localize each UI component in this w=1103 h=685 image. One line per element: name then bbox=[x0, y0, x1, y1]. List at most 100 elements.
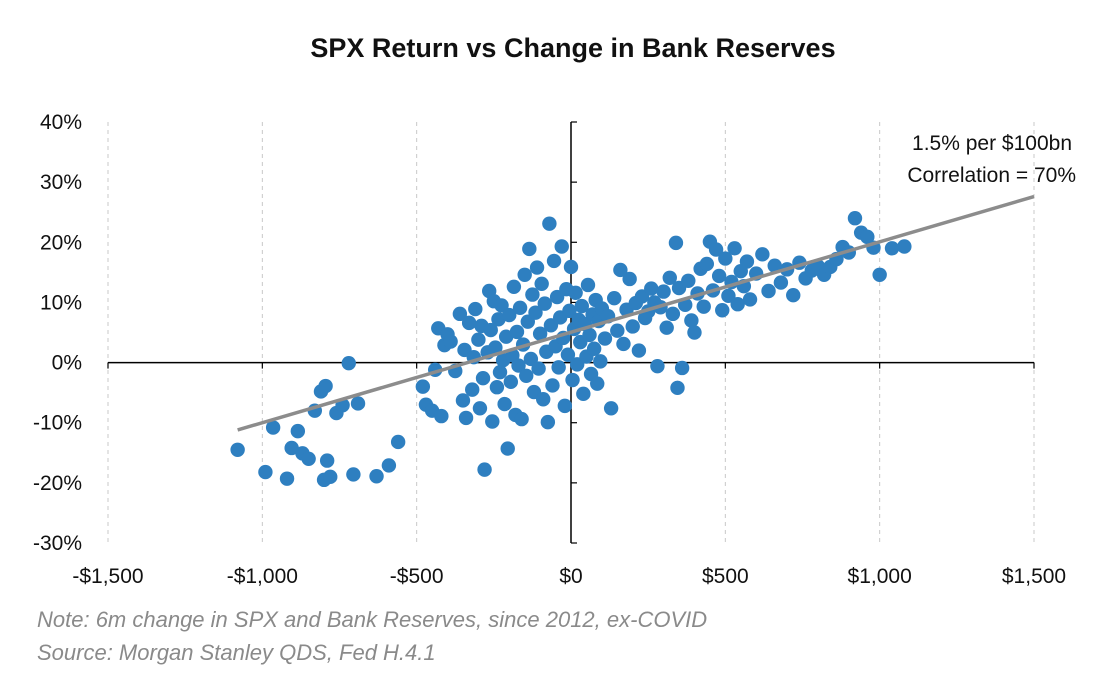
data-point bbox=[301, 451, 316, 466]
data-point bbox=[603, 401, 619, 416]
source-text: Source: Morgan Stanley QDS, Fed H.4.1 bbox=[37, 640, 436, 665]
data-point bbox=[542, 216, 557, 231]
data-point bbox=[739, 254, 755, 269]
data-point bbox=[761, 283, 776, 299]
data-point bbox=[536, 392, 551, 407]
data-point bbox=[290, 423, 306, 439]
data-point bbox=[523, 351, 539, 367]
data-point bbox=[897, 239, 912, 254]
data-point bbox=[461, 315, 477, 331]
data-point bbox=[509, 324, 525, 340]
data-point bbox=[494, 298, 509, 313]
data-point bbox=[742, 292, 758, 307]
y-tick-label: 30% bbox=[40, 171, 82, 194]
data-point bbox=[551, 360, 566, 375]
data-point bbox=[522, 241, 537, 257]
data-point bbox=[434, 408, 449, 424]
data-point bbox=[514, 411, 529, 427]
data-point bbox=[847, 211, 863, 226]
chart-title: SPX Return vs Change in Bank Reserves bbox=[310, 33, 835, 63]
data-point bbox=[593, 354, 608, 369]
data-point bbox=[477, 462, 492, 477]
y-tick-label: 0% bbox=[52, 352, 82, 375]
data-point bbox=[512, 300, 528, 316]
data-point bbox=[531, 361, 546, 376]
x-tick-label: $500 bbox=[702, 565, 749, 588]
data-point bbox=[529, 260, 545, 275]
x-tick-label: -$1,000 bbox=[227, 565, 298, 588]
data-point bbox=[346, 467, 361, 482]
data-point bbox=[554, 239, 569, 254]
data-point bbox=[502, 307, 517, 323]
data-point bbox=[786, 288, 801, 303]
data-point bbox=[574, 298, 590, 314]
data-point bbox=[498, 329, 514, 344]
data-point bbox=[415, 379, 431, 394]
data-point bbox=[390, 434, 406, 450]
data-point bbox=[884, 241, 900, 256]
data-point bbox=[860, 229, 875, 245]
data-point bbox=[465, 382, 480, 397]
data-point bbox=[674, 360, 690, 376]
data-point bbox=[597, 331, 613, 346]
data-point bbox=[519, 368, 534, 384]
data-point bbox=[650, 358, 665, 374]
data-point bbox=[284, 440, 299, 456]
data-point bbox=[468, 301, 483, 317]
scatter-points bbox=[230, 211, 912, 488]
data-point bbox=[546, 253, 562, 269]
data-point bbox=[503, 374, 519, 390]
data-point bbox=[576, 386, 591, 402]
annotation-correlation: Correlation = 70% bbox=[907, 164, 1076, 187]
data-point bbox=[471, 332, 486, 347]
tick-labels: -30% -20% -10% 0% 10% 20% 30% 40% -$1,500 -$1,000… bbox=[33, 111, 1066, 588]
y-tick-label: -20% bbox=[33, 472, 82, 495]
data-point bbox=[610, 323, 625, 338]
data-point bbox=[607, 291, 622, 306]
data-point bbox=[455, 393, 471, 408]
data-point bbox=[341, 355, 356, 371]
data-point bbox=[662, 270, 677, 285]
data-point bbox=[586, 341, 602, 356]
data-point bbox=[230, 442, 245, 457]
data-point bbox=[625, 319, 640, 334]
data-point bbox=[517, 267, 532, 282]
data-point bbox=[475, 371, 491, 386]
y-tick-label: 40% bbox=[40, 111, 82, 134]
data-point bbox=[562, 303, 577, 319]
data-point bbox=[545, 378, 560, 393]
data-point bbox=[684, 313, 699, 328]
data-point bbox=[727, 241, 742, 256]
y-tick-label: 20% bbox=[40, 231, 82, 254]
data-point bbox=[613, 262, 628, 278]
data-point bbox=[458, 410, 474, 426]
data-point bbox=[443, 334, 458, 349]
data-point bbox=[318, 378, 333, 394]
data-point bbox=[534, 276, 549, 291]
data-point bbox=[730, 297, 745, 312]
data-point bbox=[708, 242, 724, 257]
data-point bbox=[565, 372, 580, 388]
data-point bbox=[452, 306, 468, 322]
data-point bbox=[525, 287, 540, 302]
data-point bbox=[721, 288, 736, 304]
data-point bbox=[258, 464, 273, 480]
data-point bbox=[323, 469, 338, 485]
data-point bbox=[687, 325, 702, 340]
y-tick-label: 10% bbox=[40, 291, 82, 314]
data-point bbox=[540, 414, 556, 430]
data-point bbox=[622, 271, 637, 287]
data-point bbox=[718, 251, 733, 266]
x-tick-label: $1,500 bbox=[1002, 565, 1066, 588]
data-point bbox=[560, 347, 576, 362]
data-point bbox=[557, 398, 573, 414]
data-point bbox=[279, 471, 295, 486]
x-tick-label: $0 bbox=[559, 565, 582, 588]
data-point bbox=[489, 380, 505, 395]
data-point bbox=[767, 258, 782, 273]
data-point bbox=[631, 343, 647, 358]
data-point bbox=[582, 327, 597, 343]
trendline-group bbox=[237, 194, 1035, 432]
data-point bbox=[319, 453, 335, 468]
data-point bbox=[568, 285, 583, 301]
